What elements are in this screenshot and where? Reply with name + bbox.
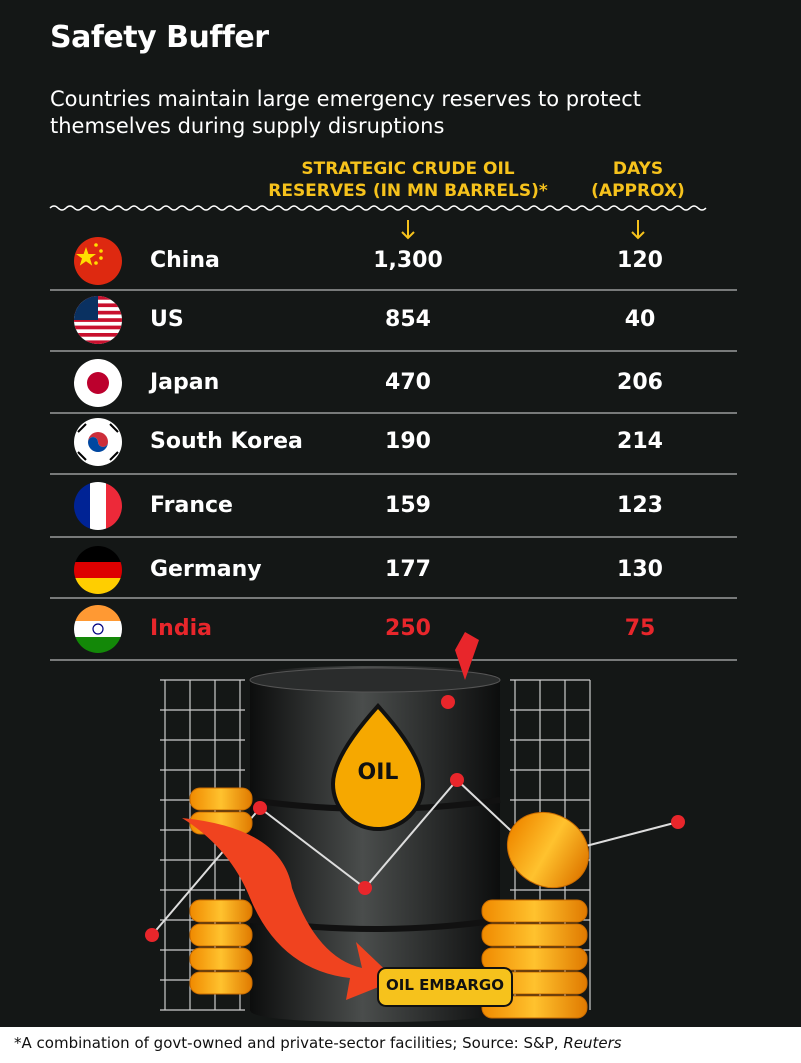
wavy-rule bbox=[49, 205, 707, 211]
reserves-value: 854 bbox=[385, 307, 431, 332]
flag-korea bbox=[74, 418, 122, 466]
reserves-value: 190 bbox=[385, 429, 431, 454]
country-name: Japan bbox=[150, 370, 220, 395]
flag-india bbox=[74, 605, 122, 653]
days-value: 123 bbox=[617, 493, 663, 518]
banner-label: OIL EMBARGO bbox=[386, 976, 504, 994]
flag-germany bbox=[74, 546, 122, 594]
country-name: France bbox=[150, 493, 233, 518]
footnote: *A combination of govt-owned and private… bbox=[14, 1034, 622, 1052]
reserves-value: 177 bbox=[385, 557, 431, 582]
flag-japan bbox=[74, 359, 122, 407]
country-name: South Korea bbox=[150, 429, 303, 454]
row-dividers bbox=[50, 289, 737, 661]
days-value: 40 bbox=[624, 307, 656, 332]
footer bbox=[0, 1027, 801, 1063]
column-header: STRATEGIC CRUDE OIL RESERVES (IN MN BARR… bbox=[268, 159, 548, 201]
flag-us bbox=[74, 296, 122, 344]
country-name: Germany bbox=[150, 557, 262, 582]
reserves-value: 250 bbox=[385, 616, 431, 641]
country-name: China bbox=[150, 248, 220, 273]
reserves-value: 470 bbox=[385, 370, 431, 395]
country-name: US bbox=[150, 307, 184, 332]
arrows bbox=[401, 220, 645, 240]
days-value: 130 bbox=[617, 557, 663, 582]
country-name: India bbox=[150, 616, 212, 641]
barrel-label: OIL bbox=[357, 760, 399, 785]
reserves-value: 1,300 bbox=[373, 248, 443, 273]
footnote-text: *A combination of govt-owned and private… bbox=[14, 1034, 559, 1052]
illustration bbox=[145, 632, 685, 1022]
title: Safety Buffer bbox=[50, 20, 269, 55]
reserves-value: 159 bbox=[385, 493, 431, 518]
footnote-source: Reuters bbox=[563, 1034, 622, 1052]
days-value: 75 bbox=[624, 616, 656, 641]
subtitle: Countries maintain large emergency reser… bbox=[50, 87, 642, 138]
days-value: 206 bbox=[617, 370, 663, 395]
days-value: 120 bbox=[617, 248, 663, 273]
days-value: 214 bbox=[617, 429, 663, 454]
flag-china bbox=[74, 237, 122, 285]
column-header: DAYS (APPROX) bbox=[591, 159, 685, 201]
flag-france bbox=[74, 482, 122, 530]
